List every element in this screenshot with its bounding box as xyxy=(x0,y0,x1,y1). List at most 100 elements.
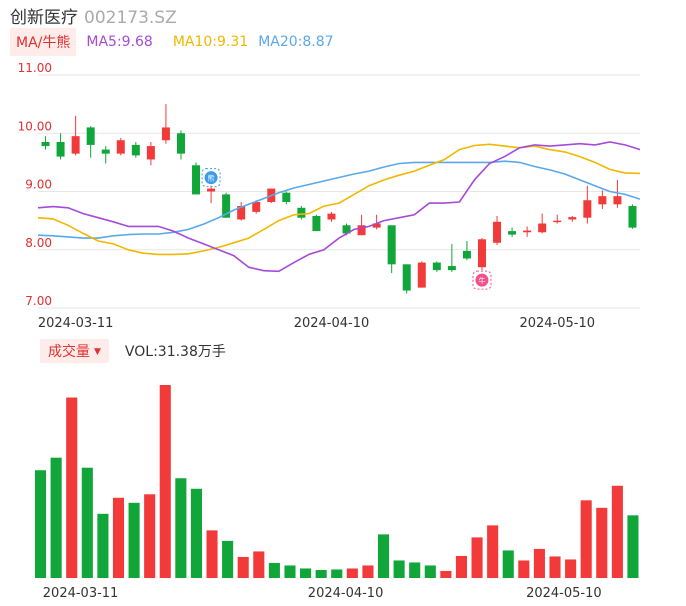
candle-body xyxy=(237,206,246,220)
volume-selector-button[interactable]: 成交量 ▼ xyxy=(40,339,109,363)
candle-body xyxy=(207,188,216,192)
volume-bar xyxy=(549,556,561,578)
candle-body xyxy=(282,192,291,202)
volume-bar xyxy=(409,562,421,578)
volume-bar xyxy=(159,385,171,578)
x-tick-label: 2024-04-10 xyxy=(308,586,384,601)
volume-legend: 成交量 ▼ VOL:31.38万手 xyxy=(40,339,226,363)
bear-icon: 熊 xyxy=(201,168,221,188)
volume-bar xyxy=(377,534,390,578)
candle-body xyxy=(176,133,185,154)
volume-bar xyxy=(35,470,47,578)
candle-body xyxy=(628,206,637,228)
volume-bar xyxy=(268,562,280,578)
volume-bar xyxy=(206,530,218,578)
candle-body xyxy=(447,266,456,271)
volume-bar xyxy=(362,565,374,578)
ma5-label: MA5:9.68 xyxy=(86,34,153,50)
candle-body xyxy=(41,141,50,147)
candle-body xyxy=(417,262,426,288)
candle-body xyxy=(327,213,336,220)
candle-body xyxy=(387,225,396,265)
volume-bar xyxy=(284,565,296,578)
volume-bar xyxy=(112,497,125,578)
candle-body xyxy=(598,196,607,205)
volume-value-label: VOL:31.38万手 xyxy=(124,344,226,360)
candle-body xyxy=(357,225,366,236)
stock-code: 002173.SZ xyxy=(84,8,177,28)
x-tick-label: 2024-03-11 xyxy=(38,316,114,331)
y-tick-label: 11.00 xyxy=(18,61,52,75)
candle-body xyxy=(192,165,201,195)
candle-body xyxy=(372,223,381,228)
x-tick-label: 2024-03-11 xyxy=(43,586,119,601)
bull-icon-glyph: 牛 xyxy=(478,276,485,285)
candle-body xyxy=(146,146,155,160)
candle-body xyxy=(508,231,517,235)
volume-bar xyxy=(237,556,249,578)
candle-body xyxy=(297,207,306,218)
candle-body xyxy=(553,220,562,223)
volume-bar xyxy=(50,457,62,578)
ma20-line xyxy=(37,160,641,239)
volume-bar xyxy=(518,560,530,578)
y-tick-label: 10.00 xyxy=(18,119,52,133)
x-tick-label: 2024-05-10 xyxy=(519,316,595,331)
y-tick-label: 9.00 xyxy=(25,178,52,192)
bear-icon-frame xyxy=(201,168,221,188)
candle-body xyxy=(222,194,231,218)
volume-bar xyxy=(596,507,608,578)
volume-bar xyxy=(222,540,234,578)
candle-body xyxy=(161,127,170,141)
bear-icon-glyph: 熊 xyxy=(208,174,215,183)
volume-bar xyxy=(346,568,358,578)
volume-bar xyxy=(455,555,468,578)
ma-selector-button[interactable]: MA/牛熊 xyxy=(10,28,77,56)
bear-icon-badge xyxy=(204,171,218,185)
volume-bar xyxy=(300,568,312,578)
volume-tag-label: 成交量 xyxy=(48,344,90,360)
candle-body xyxy=(71,136,80,154)
candle-body xyxy=(252,201,261,212)
stock-title: 创新医疗 002173.SZ xyxy=(10,3,177,28)
bull-icon: 牛 xyxy=(472,270,492,290)
candle-body xyxy=(538,223,547,233)
ma-legend: MA/牛熊 MA5:9.68 MA10:9.31 MA20:8.87 xyxy=(10,28,334,56)
ma5-line xyxy=(37,141,641,273)
candle-body xyxy=(462,250,471,259)
volume-bar xyxy=(471,537,483,578)
volume-bar xyxy=(190,488,202,578)
candle-body xyxy=(312,215,321,232)
candle-body xyxy=(402,264,411,291)
volume-bar xyxy=(175,478,187,578)
volume-bar xyxy=(253,551,265,578)
candle-body xyxy=(613,196,622,205)
bull-icon-badge xyxy=(475,273,489,287)
candle-body xyxy=(86,127,95,145)
ma20-label: MA20:8.87 xyxy=(258,34,334,50)
volume-bar xyxy=(627,515,639,578)
caret-down-icon: ▼ xyxy=(94,347,101,357)
candle-body xyxy=(583,200,592,218)
volume-bar xyxy=(315,569,327,578)
volume-bar xyxy=(440,570,452,578)
candle-body xyxy=(56,141,65,157)
volume-bar xyxy=(533,548,545,578)
candle-body xyxy=(342,225,351,234)
volume-bar xyxy=(144,494,156,578)
candle-body xyxy=(101,149,110,154)
volume-bar xyxy=(81,467,93,578)
volume-bar xyxy=(97,513,109,578)
volume-bar xyxy=(128,502,140,578)
volume-bar xyxy=(611,485,623,578)
bull-icon-frame xyxy=(472,270,492,290)
ma10-line xyxy=(37,143,641,256)
volume-bar xyxy=(565,559,577,578)
candle-body xyxy=(568,217,577,220)
volume-bar xyxy=(331,569,343,578)
stock-name: 创新医疗 xyxy=(10,8,78,28)
volume-bar xyxy=(424,565,436,578)
candle-body xyxy=(131,144,140,156)
candle-body xyxy=(477,239,486,268)
